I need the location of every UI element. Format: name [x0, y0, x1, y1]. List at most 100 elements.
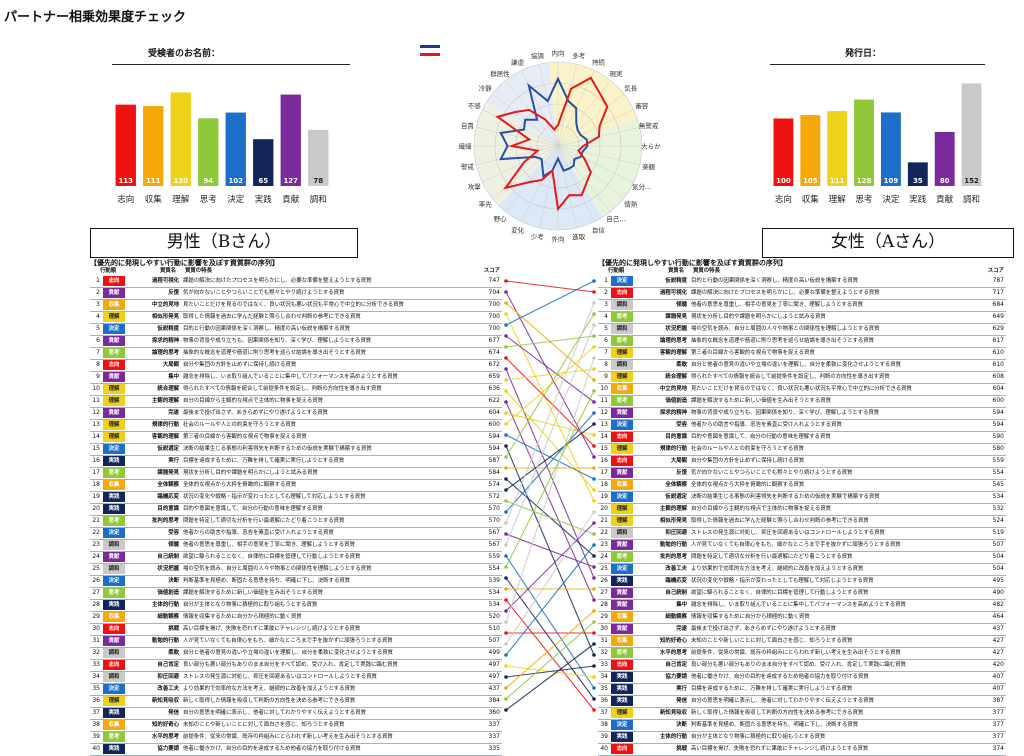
score-cell: 700 [488, 301, 500, 308]
table-row: 7 思考 論理的思考 抽象的な概念を道理や筋道に則り思考を巡らせ結論を導き出そうとする… [90, 348, 502, 360]
female-category-label: 貢献 [936, 194, 954, 205]
table-row: 19 実践 臨機応変 状況の変化や戦略・指示が変わったとしても理解して対応しようとする… [90, 492, 502, 504]
trait-description: 自分が主体となり物事に積極的に取り組もうとする資質 [691, 734, 826, 740]
link-dot [592, 378, 596, 382]
trait-description: 判断基準を見極め、断固たる意思を持ち、明確に下し、決断する資質 [183, 578, 351, 584]
trait-description: 社会のルールや人との約束を守ろうとする資質 [183, 422, 296, 428]
table-row: 1 決定 仮説精度 目的と行動の因果関係を深く洞察し、精度の高い仮説を構築する資質 78… [598, 276, 1006, 288]
category-badge: 収集 [103, 480, 125, 490]
trait-name: 改善工夫 [665, 566, 687, 572]
rank-link-line [505, 544, 595, 656]
trait-description: 抽象的な概念を道理や筋道に則り思考を巡らせ結論を導き出そうとする資質 [183, 350, 367, 356]
trait-description: 物事の背景や成り立ちも、因果関係を知り、深く学び、理解しようとする資質 [183, 338, 372, 344]
table-row: 19 決定 仮説選定 決断の結果生じる事態の利害得失を判断するための仮説を実験で構築す… [598, 492, 1006, 504]
category-badge: 決定 [103, 684, 125, 694]
radar-spoke [557, 145, 577, 228]
rank-cell: 33 [92, 661, 100, 668]
trait-description: 取得した情報を過去に学んだ経験と照らし合わせ判断の参考にできる資質 [691, 518, 869, 524]
category-badge: 貢献 [611, 408, 633, 418]
link-dot [592, 642, 596, 646]
trait-description: より効果的で効率的な方法を考え、継続的に改善を加えようとする資質 [183, 686, 356, 692]
table-header: 行動順 資質名 資質の特長 スコア [90, 267, 502, 276]
trait-description: 自分の目線から主観的な視点で主体的に物事を捉える資質 [691, 506, 831, 512]
trait-name: 自己統制 [157, 554, 179, 560]
table-row: 4 思考 課題発見 現状を分析し目的や課題を明らかにしようと試みる資質 649 [598, 312, 1006, 324]
score-cell: 636 [488, 385, 500, 392]
table-row: 15 決定 仮説選定 決断の結果生じる事態の利害得失を判断するための仮説を実験で構築す… [90, 444, 502, 456]
rank-cell: 34 [600, 673, 608, 680]
trait-description: 人が見ていなくても自律心をもち、細かなところまで手を抜かずに頑張ろうとする資質 [691, 542, 901, 548]
table-row: 12 貢献 探求的精神 物事の背景や成り立ちも、因果関係を知り、深く学び、理解しようと… [598, 408, 1006, 420]
link-dot [504, 378, 508, 382]
radar-axis-label: 現実 [609, 69, 623, 78]
category-badge: 理解 [611, 708, 633, 718]
trait-description: 新しく取得した情報を吸収して判断の方向性を決める参考にできる資質 [691, 710, 864, 716]
score-cell: 534 [488, 589, 500, 596]
score-cell: 437 [992, 625, 1004, 632]
category-badge: 思考 [611, 648, 633, 658]
radar-axis-label: 進取 [572, 232, 586, 241]
radar-axis-label: 変化 [511, 225, 525, 234]
radar-axis-label: 持続 [592, 58, 606, 67]
trait-name: 仮説精度 [665, 278, 687, 284]
table-row: 18 収集 全体観察 全体的な視点から大枠を俯瞰的に観察する資質 574 [90, 480, 502, 492]
category-badge: 決定 [103, 324, 125, 334]
trait-description: 社会のルールや人との約束を守ろうとする資質 [691, 446, 804, 452]
trait-name: 過程可視化 [152, 278, 179, 284]
link-dot [592, 576, 596, 580]
category-badge: 理解 [611, 504, 633, 514]
link-dot [592, 488, 596, 492]
radar-axis-label: 無警戒 [639, 121, 659, 130]
table-row: 17 貢献 反復 気が向かないことやつらいことでも黙々とやり続けようとする資質 554 [598, 468, 1006, 480]
trait-description: 得られたすべての情報を統合して前提条件を設定し、判断の方向性を導き出す資質 [691, 374, 890, 380]
table-row: 23 調和 傾聴 他者の意思を尊重し、相手の意見を丁寧に聞き、理解しようとする資質 56… [90, 540, 502, 552]
rank-cell: 22 [600, 529, 608, 536]
trait-name: 仮説精度 [157, 326, 179, 332]
trait-description: 目標を達成するために、万難を排して確実に実行しようとする資質 [183, 458, 345, 464]
radar-sector [558, 101, 638, 146]
radar-axis-label: 自信 [592, 225, 606, 234]
rank-cell: 17 [92, 469, 100, 476]
table-row: 32 調和 柔軟 自分と他者の意見の違いや立場の違いを理解し、自分を柔軟に変化させよう… [90, 648, 502, 660]
score-cell: 604 [992, 385, 1004, 392]
table-row: 20 理解 主観的理解 自分の目線から主観的な視点で主体的に物事を捉える資質 532 [598, 504, 1006, 516]
category-badge: 思考 [611, 396, 633, 406]
score-cell: 717 [992, 289, 1004, 296]
male-category-label: 志向 [117, 194, 134, 205]
trait-description: ストレスの発生源に対処し、抑圧を回避あるいはコントロールしようとする資質 [691, 530, 885, 536]
male-bar-value: 78 [313, 177, 323, 185]
trait-description: 高い目標を掲げ、失敗を恐れずに果敢にチャレンジし続けようとする資質 [691, 746, 869, 752]
trait-name: 柔軟 [676, 362, 687, 368]
rank-cell: 25 [92, 565, 100, 572]
category-badge: 調和 [103, 540, 125, 550]
table-row: 35 決定 改善工夫 より効果的で効率的な方法を考え、継続的に改善を加えようとする資質… [90, 684, 502, 696]
table-row: 30 貢献 完遂 最後まで投げ出さず、あきらめずにやり遂げようとする資質 437 [598, 624, 1006, 636]
table-row: 11 思考 価値創造 課題を解決するために新しい価値を生み出そうとする資質 600 [598, 396, 1006, 408]
trait-name: 過程可視化 [660, 290, 687, 296]
link-dot [504, 499, 508, 503]
trait-name: 課題発見 [665, 314, 687, 320]
trait-name: 細動観察 [665, 614, 687, 620]
category-badge: 収集 [611, 384, 633, 394]
rank-cell: 12 [92, 409, 100, 416]
rank-cell: 5 [604, 325, 608, 332]
trait-name: 動勉的行動 [660, 542, 687, 548]
rank-cell: 15 [92, 445, 100, 452]
category-badge: 理解 [611, 348, 633, 358]
rank-cell: 9 [604, 373, 608, 380]
category-badge: 実践 [103, 456, 125, 466]
trait-name: 仮説選定 [157, 446, 179, 452]
rank-cell: 38 [600, 721, 608, 728]
category-badge: 調和 [103, 672, 125, 682]
trait-description: 良い部分も悪い部分もありのまま自分をすべて認め、受け入れ、肯定して実践に臨む資質 [183, 662, 398, 668]
table-row: 9 貢献 集中 雑念を排除し、いま取り組んでいることに集中してパフォーマンスを高めよう… [90, 372, 502, 384]
radar-axis-label: 自責 [461, 121, 475, 130]
category-badge: 貢献 [103, 336, 125, 346]
trait-name: 決断 [676, 722, 687, 728]
radar-axis-label: 情熱 [624, 199, 638, 208]
score-cell: 559 [488, 553, 500, 560]
category-badge: 志向 [611, 432, 633, 442]
table-row: 16 志向 大局観 自分や集団の方針を止めずに保持し続ける資質 559 [598, 456, 1006, 468]
category-badge: 決定 [103, 576, 125, 586]
rank-cell: 20 [600, 505, 608, 512]
